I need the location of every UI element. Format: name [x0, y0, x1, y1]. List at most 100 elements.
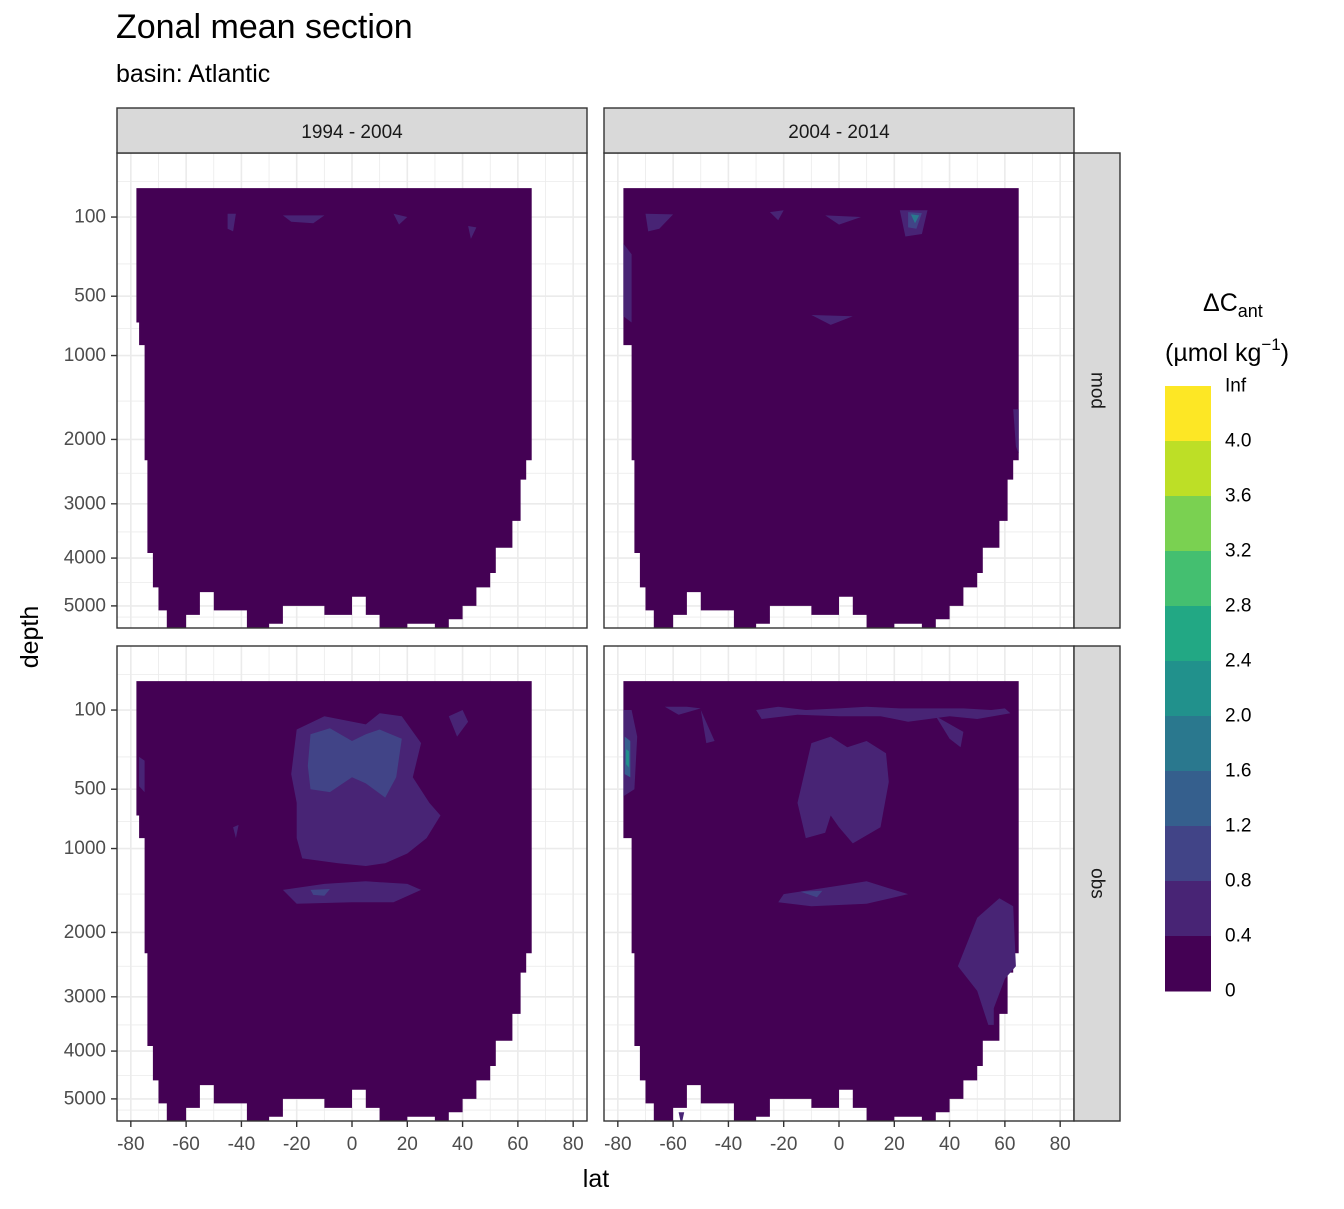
contour-region: [139, 756, 145, 793]
y-tick-label: 5000: [64, 1088, 106, 1109]
legend-break-label: 1.6: [1225, 761, 1251, 782]
y-tick-label: 100: [74, 700, 106, 721]
contour-region: [282, 215, 325, 224]
x-tick-label: 80: [563, 1134, 584, 1155]
x-tick-label: -20: [283, 1134, 310, 1155]
contour-region: [448, 710, 469, 737]
strip-row-0: mod: [1073, 152, 1121, 629]
contour-region: [645, 213, 674, 232]
panel-obs-0: [116, 645, 588, 1122]
y-tick-label: 100: [74, 207, 106, 228]
legend-break-label: 0.4: [1225, 926, 1252, 947]
contour-region: [393, 213, 408, 225]
panel-mod-0: [116, 152, 588, 629]
x-tick-label: 60: [507, 1134, 528, 1155]
legend-break-label: 0.8: [1225, 871, 1251, 892]
contour-region: [910, 214, 920, 224]
legend-break-label: 2.4: [1225, 651, 1252, 672]
legend: ΔCant (µmol kg−1) Inf 4.0 3.6 3.2 2.8 2.4 2.0 1.6…: [1165, 289, 1289, 1002]
contour-region: [468, 226, 477, 239]
contour-region: [233, 824, 239, 839]
strip-background: [603, 107, 1075, 154]
section-fill: [136, 188, 532, 628]
axes: 1005001000200030004000500010050010002000…: [16, 207, 1071, 1193]
y-tick-label: 3000: [64, 986, 106, 1007]
contour-region: [310, 889, 330, 896]
legend-swatch: [1165, 441, 1211, 497]
legend-swatch: [1165, 496, 1211, 552]
legend-units-superscript: −1: [1261, 335, 1280, 354]
x-tick-label: -80: [117, 1134, 144, 1155]
legend-break-label: Inf: [1225, 376, 1247, 397]
panels: [116, 152, 1075, 1122]
strip-background: [116, 107, 588, 154]
legend-swatch: [1165, 826, 1211, 882]
legend-units: (µmol kg−1): [1165, 335, 1289, 367]
panel-obs-1: [603, 645, 1075, 1122]
strip-row-1: obs: [1073, 645, 1121, 1122]
y-tick-label: 500: [74, 286, 106, 307]
legend-swatch: [1165, 606, 1211, 662]
x-tick-label: 80: [1050, 1134, 1071, 1155]
y-tick-label: 4000: [64, 1041, 106, 1062]
strip-background: [1073, 152, 1121, 629]
section-fill: [623, 681, 1019, 1121]
y-tick-label: 5000: [64, 595, 106, 616]
legend-break-label: 2.8: [1225, 596, 1251, 617]
legend-title: ΔCant: [1203, 289, 1263, 321]
section-base-0-0.4: [623, 188, 1019, 628]
legend-title-subscript: ant: [1238, 301, 1263, 321]
contour-region: [227, 213, 236, 232]
legend-swatch: [1165, 936, 1211, 992]
panel-mod-1: [603, 152, 1075, 629]
contour-region: [935, 716, 964, 748]
contour-region: [664, 706, 701, 715]
x-tick-label: -80: [604, 1134, 631, 1155]
y-tick-label: 4000: [64, 548, 106, 569]
legend-break-label: 4.0: [1225, 431, 1251, 452]
x-tick-label: -60: [172, 1134, 199, 1155]
strip-col-0: 1994 - 2004: [116, 107, 588, 154]
strip-background: [1073, 645, 1121, 1122]
contour-region: [797, 736, 889, 844]
strip-label: obs: [1087, 868, 1108, 899]
x-tick-label: 60: [994, 1134, 1015, 1155]
facet-strips: 1994 - 2004 2004 - 2014 mod obs: [116, 107, 1121, 1122]
legend-break-label: 2.0: [1225, 706, 1251, 727]
y-tick-label: 2000: [64, 922, 106, 943]
legend-swatch: [1165, 881, 1211, 937]
legend-swatch: [1165, 771, 1211, 827]
x-axis-title: lat: [583, 1165, 609, 1193]
x-tick-label: -20: [770, 1134, 797, 1155]
strip-label: mod: [1087, 372, 1108, 409]
y-tick-label: 3000: [64, 493, 106, 514]
legend-swatch: [1165, 716, 1211, 772]
legend-break-label: 3.2: [1225, 541, 1251, 562]
section-fill: [136, 681, 532, 1121]
legend-break-label: 1.2: [1225, 816, 1251, 837]
chart-title: Zonal mean section: [116, 8, 413, 46]
legend-break-label: 0: [1225, 981, 1236, 1002]
contour-region: [778, 881, 909, 907]
y-tick-label: 1000: [64, 345, 106, 366]
x-tick-label: 40: [452, 1134, 473, 1155]
y-axis-title: depth: [16, 606, 44, 669]
x-tick-label: 20: [884, 1134, 905, 1155]
x-tick-label: -60: [659, 1134, 686, 1155]
x-tick-label: 0: [834, 1134, 845, 1155]
x-tick-label: 20: [397, 1134, 418, 1155]
contour-region: [1013, 409, 1019, 454]
contour-region: [825, 215, 862, 225]
contour-region: [756, 706, 1011, 722]
legend-units-main: (µmol kg: [1165, 339, 1261, 367]
contour-region: [800, 890, 823, 898]
legend-swatch: [1165, 661, 1211, 717]
legend-swatch: [1165, 551, 1211, 607]
contour-region: [769, 210, 784, 221]
contour-region: [626, 749, 629, 768]
contour-region: [678, 1112, 685, 1121]
strip-label: 1994 - 2004: [301, 122, 403, 143]
contour-region: [623, 243, 632, 323]
section-fill: [623, 188, 1019, 628]
section-base-0-0.4: [136, 188, 532, 628]
